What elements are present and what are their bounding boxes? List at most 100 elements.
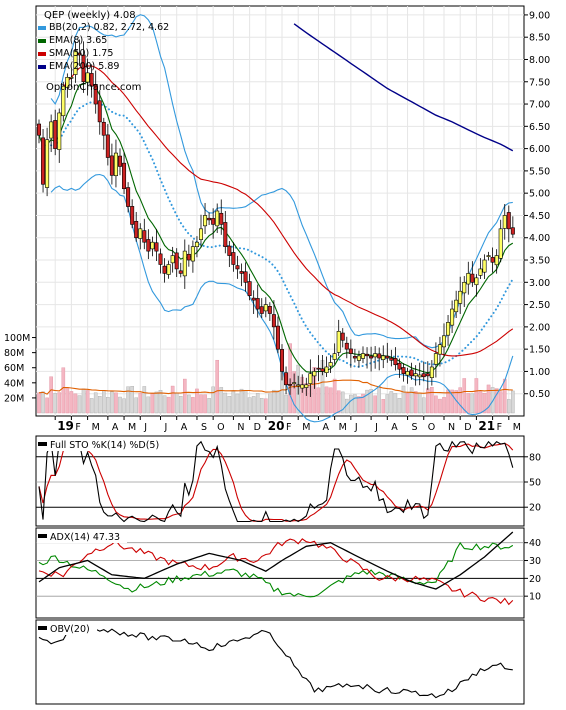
volume-bar bbox=[340, 391, 345, 414]
volume-bar bbox=[49, 376, 53, 414]
x-axis: 19 F M A M J J A S O N D 20 F M A M J J A S O N D 21 F M bbox=[54, 416, 521, 433]
price-panel: 9.00 8.50 8.00 7.50 7.00 6.50 6.00 5.50 5.00 4.50… bbox=[4, 5, 550, 433]
candle-body bbox=[336, 331, 341, 353]
candle-body bbox=[267, 306, 272, 314]
volume-bar bbox=[223, 392, 228, 414]
volume-bar bbox=[353, 394, 357, 414]
price-tick-label: 8.00 bbox=[529, 55, 550, 66]
volume-bar bbox=[369, 389, 373, 414]
candle-body bbox=[433, 353, 438, 365]
volume-bar bbox=[77, 395, 82, 414]
volume-bar bbox=[207, 398, 211, 414]
volume-bar bbox=[401, 385, 406, 414]
legend-entry: BB(20,2) 0.82, 2.72, 4.62 bbox=[49, 22, 169, 33]
candle-body bbox=[150, 241, 155, 250]
candle-body bbox=[243, 271, 248, 283]
candle-body bbox=[328, 362, 333, 367]
volume-bar bbox=[81, 388, 86, 414]
candle-body bbox=[101, 121, 106, 136]
candle-body bbox=[474, 277, 479, 286]
x-tick-label: M bbox=[302, 422, 310, 433]
volume-bar bbox=[373, 395, 377, 414]
candle-body bbox=[49, 121, 54, 139]
stochastic-lines bbox=[38, 440, 514, 523]
candle-body bbox=[77, 52, 82, 56]
x-tick-label: A bbox=[322, 422, 329, 433]
candle-body bbox=[61, 85, 66, 117]
indicator-tick-label: 10 bbox=[529, 592, 541, 603]
price-tick-label: 2.00 bbox=[529, 322, 550, 333]
volume-bar bbox=[268, 393, 272, 414]
x-tick-label: F bbox=[497, 422, 502, 433]
legend-entry: EMA(200) 5.89 bbox=[49, 61, 119, 72]
volume-bar bbox=[462, 378, 467, 414]
candle-body bbox=[470, 273, 475, 283]
volume-bar bbox=[142, 386, 147, 414]
obv-panel: OBV(20) bbox=[35, 619, 525, 705]
volume-bar bbox=[361, 393, 365, 414]
x-tick-label: 21 bbox=[478, 419, 495, 433]
volume-tick-label: 80M bbox=[4, 348, 24, 359]
volume-bar bbox=[138, 393, 143, 414]
candle-body bbox=[41, 137, 46, 185]
volume-bar bbox=[85, 390, 90, 414]
candle-body bbox=[215, 210, 220, 227]
obv-line bbox=[38, 627, 513, 699]
candle-body bbox=[162, 265, 167, 274]
volume-tick-label: 20M bbox=[4, 393, 24, 404]
candle-body bbox=[182, 250, 187, 277]
volume-bar bbox=[502, 378, 507, 414]
candle-body bbox=[97, 100, 102, 123]
candle-body bbox=[502, 215, 507, 229]
volume-bar bbox=[191, 397, 195, 414]
candle-body bbox=[490, 257, 495, 263]
stochastic-key bbox=[38, 442, 47, 446]
volume-bar bbox=[264, 398, 268, 414]
candle-body bbox=[458, 290, 463, 304]
x-tick-label: 19 bbox=[57, 419, 74, 433]
stochastic-panel: 80 50 20 Full STO %K(14) %D(5) bbox=[35, 435, 541, 527]
candle-body bbox=[130, 206, 135, 225]
candle-body bbox=[93, 83, 98, 105]
x-tick-label: A bbox=[391, 422, 398, 433]
price-tick-label: 7.00 bbox=[529, 100, 550, 111]
candle-body bbox=[255, 298, 260, 310]
candle-body bbox=[105, 134, 110, 158]
obv-label-bg bbox=[37, 622, 97, 635]
volume-bar bbox=[215, 359, 220, 414]
candle-body bbox=[223, 222, 228, 247]
candle-body bbox=[389, 357, 394, 361]
volume-bar bbox=[162, 395, 167, 414]
x-tick-label: S bbox=[412, 422, 418, 433]
volume-bar bbox=[478, 391, 483, 414]
x-tick-label: A bbox=[181, 422, 188, 433]
volume-bar bbox=[312, 367, 317, 414]
price-tick-label: 3.00 bbox=[529, 278, 550, 289]
candle-body bbox=[466, 273, 471, 285]
volume-bar bbox=[110, 391, 114, 414]
volume-bar bbox=[118, 396, 122, 414]
candle-body bbox=[126, 187, 131, 207]
candle-body bbox=[397, 362, 402, 370]
volume-bar bbox=[178, 396, 183, 414]
candle-body bbox=[486, 255, 491, 257]
candle-body bbox=[482, 259, 487, 273]
volume-bar bbox=[243, 390, 248, 414]
volume-bar bbox=[41, 391, 45, 414]
candle-body bbox=[304, 384, 309, 388]
candle-body bbox=[36, 123, 41, 136]
volume-bar bbox=[458, 387, 463, 414]
obv-frame bbox=[35, 619, 525, 705]
price-tick-label: 5.00 bbox=[529, 189, 550, 200]
candle-body bbox=[113, 152, 118, 177]
volume-bar bbox=[219, 387, 224, 414]
volume-bar bbox=[413, 391, 418, 414]
candle-body bbox=[186, 253, 191, 261]
candle-body bbox=[194, 241, 199, 248]
price-tick-label: 1.00 bbox=[529, 367, 550, 378]
x-tick-label: J bbox=[374, 422, 378, 433]
x-tick-label: N bbox=[448, 422, 455, 433]
stochastic-k-line bbox=[38, 440, 514, 523]
candle-body bbox=[154, 242, 159, 252]
x-tick-label: S bbox=[201, 422, 207, 433]
